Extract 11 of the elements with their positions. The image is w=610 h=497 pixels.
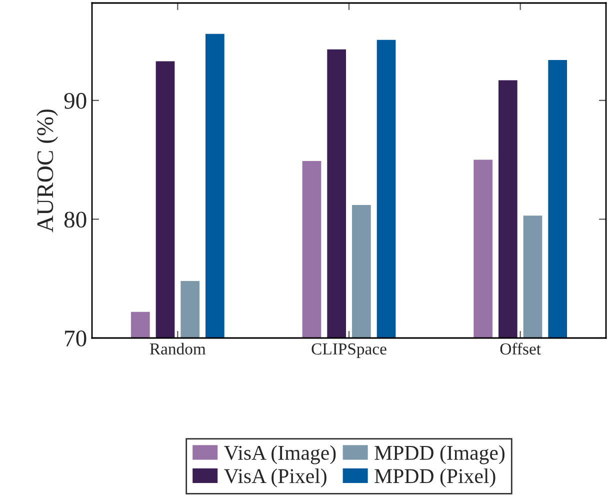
legend-label: MPDD (Pixel) xyxy=(374,468,496,488)
legend-label: VisA (Pixel) xyxy=(224,468,326,488)
legend-label: VisA (Image) xyxy=(224,445,336,464)
y-axis-title: AUROC (%) xyxy=(36,110,58,232)
y-tick-label: 90 xyxy=(64,92,86,109)
x-tick-label: Offset xyxy=(500,342,541,355)
x-tick-label: Random xyxy=(150,342,206,355)
y-tick-label: 70 xyxy=(65,330,86,346)
x-tick-label: CLIPSpace xyxy=(312,343,386,358)
y-tick-label: 80 xyxy=(64,212,86,228)
legend-label: MPDD (Image) xyxy=(374,445,504,464)
